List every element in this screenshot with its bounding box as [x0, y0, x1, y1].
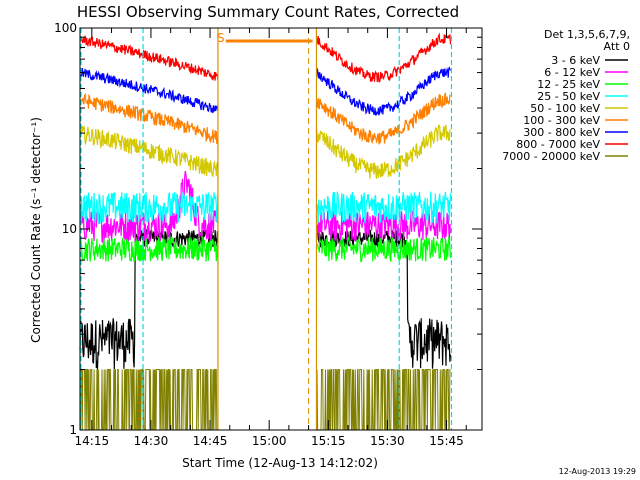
series-2-segment-1	[315, 235, 452, 263]
legend-header-line1: Det 1,3,5,6,7,9,	[544, 28, 630, 41]
y-axis-label: Corrected Count Rate (s⁻¹ detector⁻¹)	[29, 117, 43, 343]
legend-label-7: 800 - 7000 keV	[516, 138, 600, 151]
y-tick-label-0: 1	[69, 423, 77, 437]
x-tick-label-2: 14:45	[193, 434, 228, 448]
series-1-segment-0	[79, 170, 219, 244]
series-8-segment-1	[316, 369, 451, 431]
legend-label-3: 25 - 50 keV	[537, 90, 600, 103]
series-1-segment-1	[315, 209, 452, 243]
x-axis-label: Start Time (12-Aug-13 14:12:02)	[182, 456, 378, 470]
x-tick-label-6: 15:45	[429, 434, 464, 448]
series-4-segment-1	[315, 124, 451, 180]
series-5-segment-1	[315, 92, 451, 145]
series-3-segment-0	[79, 191, 219, 225]
x-tick-label-4: 15:15	[311, 434, 346, 448]
legend-label-1: 6 - 12 keV	[544, 66, 600, 79]
series-6-segment-1	[315, 66, 451, 116]
series-4-segment-0	[79, 125, 219, 178]
legend-label-6: 300 - 800 keV	[523, 126, 600, 139]
y-tick-label-1: 10	[62, 222, 77, 236]
series-5-segment-0	[79, 92, 219, 145]
plot-area	[79, 28, 453, 431]
series-6-segment-0	[79, 68, 219, 114]
y-axis: 1 10 100	[54, 21, 482, 437]
x-tick-label-1: 14:30	[134, 434, 169, 448]
x-tick-label-3: 15:00	[252, 434, 287, 448]
series-2-segment-0	[79, 235, 219, 263]
generation-timestamp: 12-Aug-2013 19:29	[559, 467, 636, 476]
chart-title: HESSI Observing Summary Count Rates, Cor…	[77, 3, 459, 21]
x-axis: 14:15 14:30 14:45 15:00 15:15 15:30 15:45	[75, 28, 467, 448]
legend-label-8: 7000 - 20000 keV	[502, 150, 600, 163]
legend-label-5: 100 - 300 keV	[523, 114, 600, 127]
series-7-segment-0	[79, 35, 219, 81]
legend-label-0: 3 - 6 keV	[551, 54, 600, 67]
saa-flag-label: S	[217, 31, 225, 45]
series-8-segment-0	[80, 369, 218, 431]
x-tick-label-5: 15:30	[370, 434, 405, 448]
y-tick-label-2: 100	[54, 21, 77, 35]
series-0-segment-1	[315, 229, 452, 369]
legend-label-2: 12 - 25 keV	[537, 78, 600, 91]
legend-header-line2: Att 0	[604, 40, 630, 53]
series-7-segment-1	[315, 32, 452, 83]
x-tick-label-0: 14:15	[75, 434, 110, 448]
series-3-segment-1	[315, 191, 452, 224]
legend-label-4: 50 - 100 keV	[530, 102, 600, 115]
